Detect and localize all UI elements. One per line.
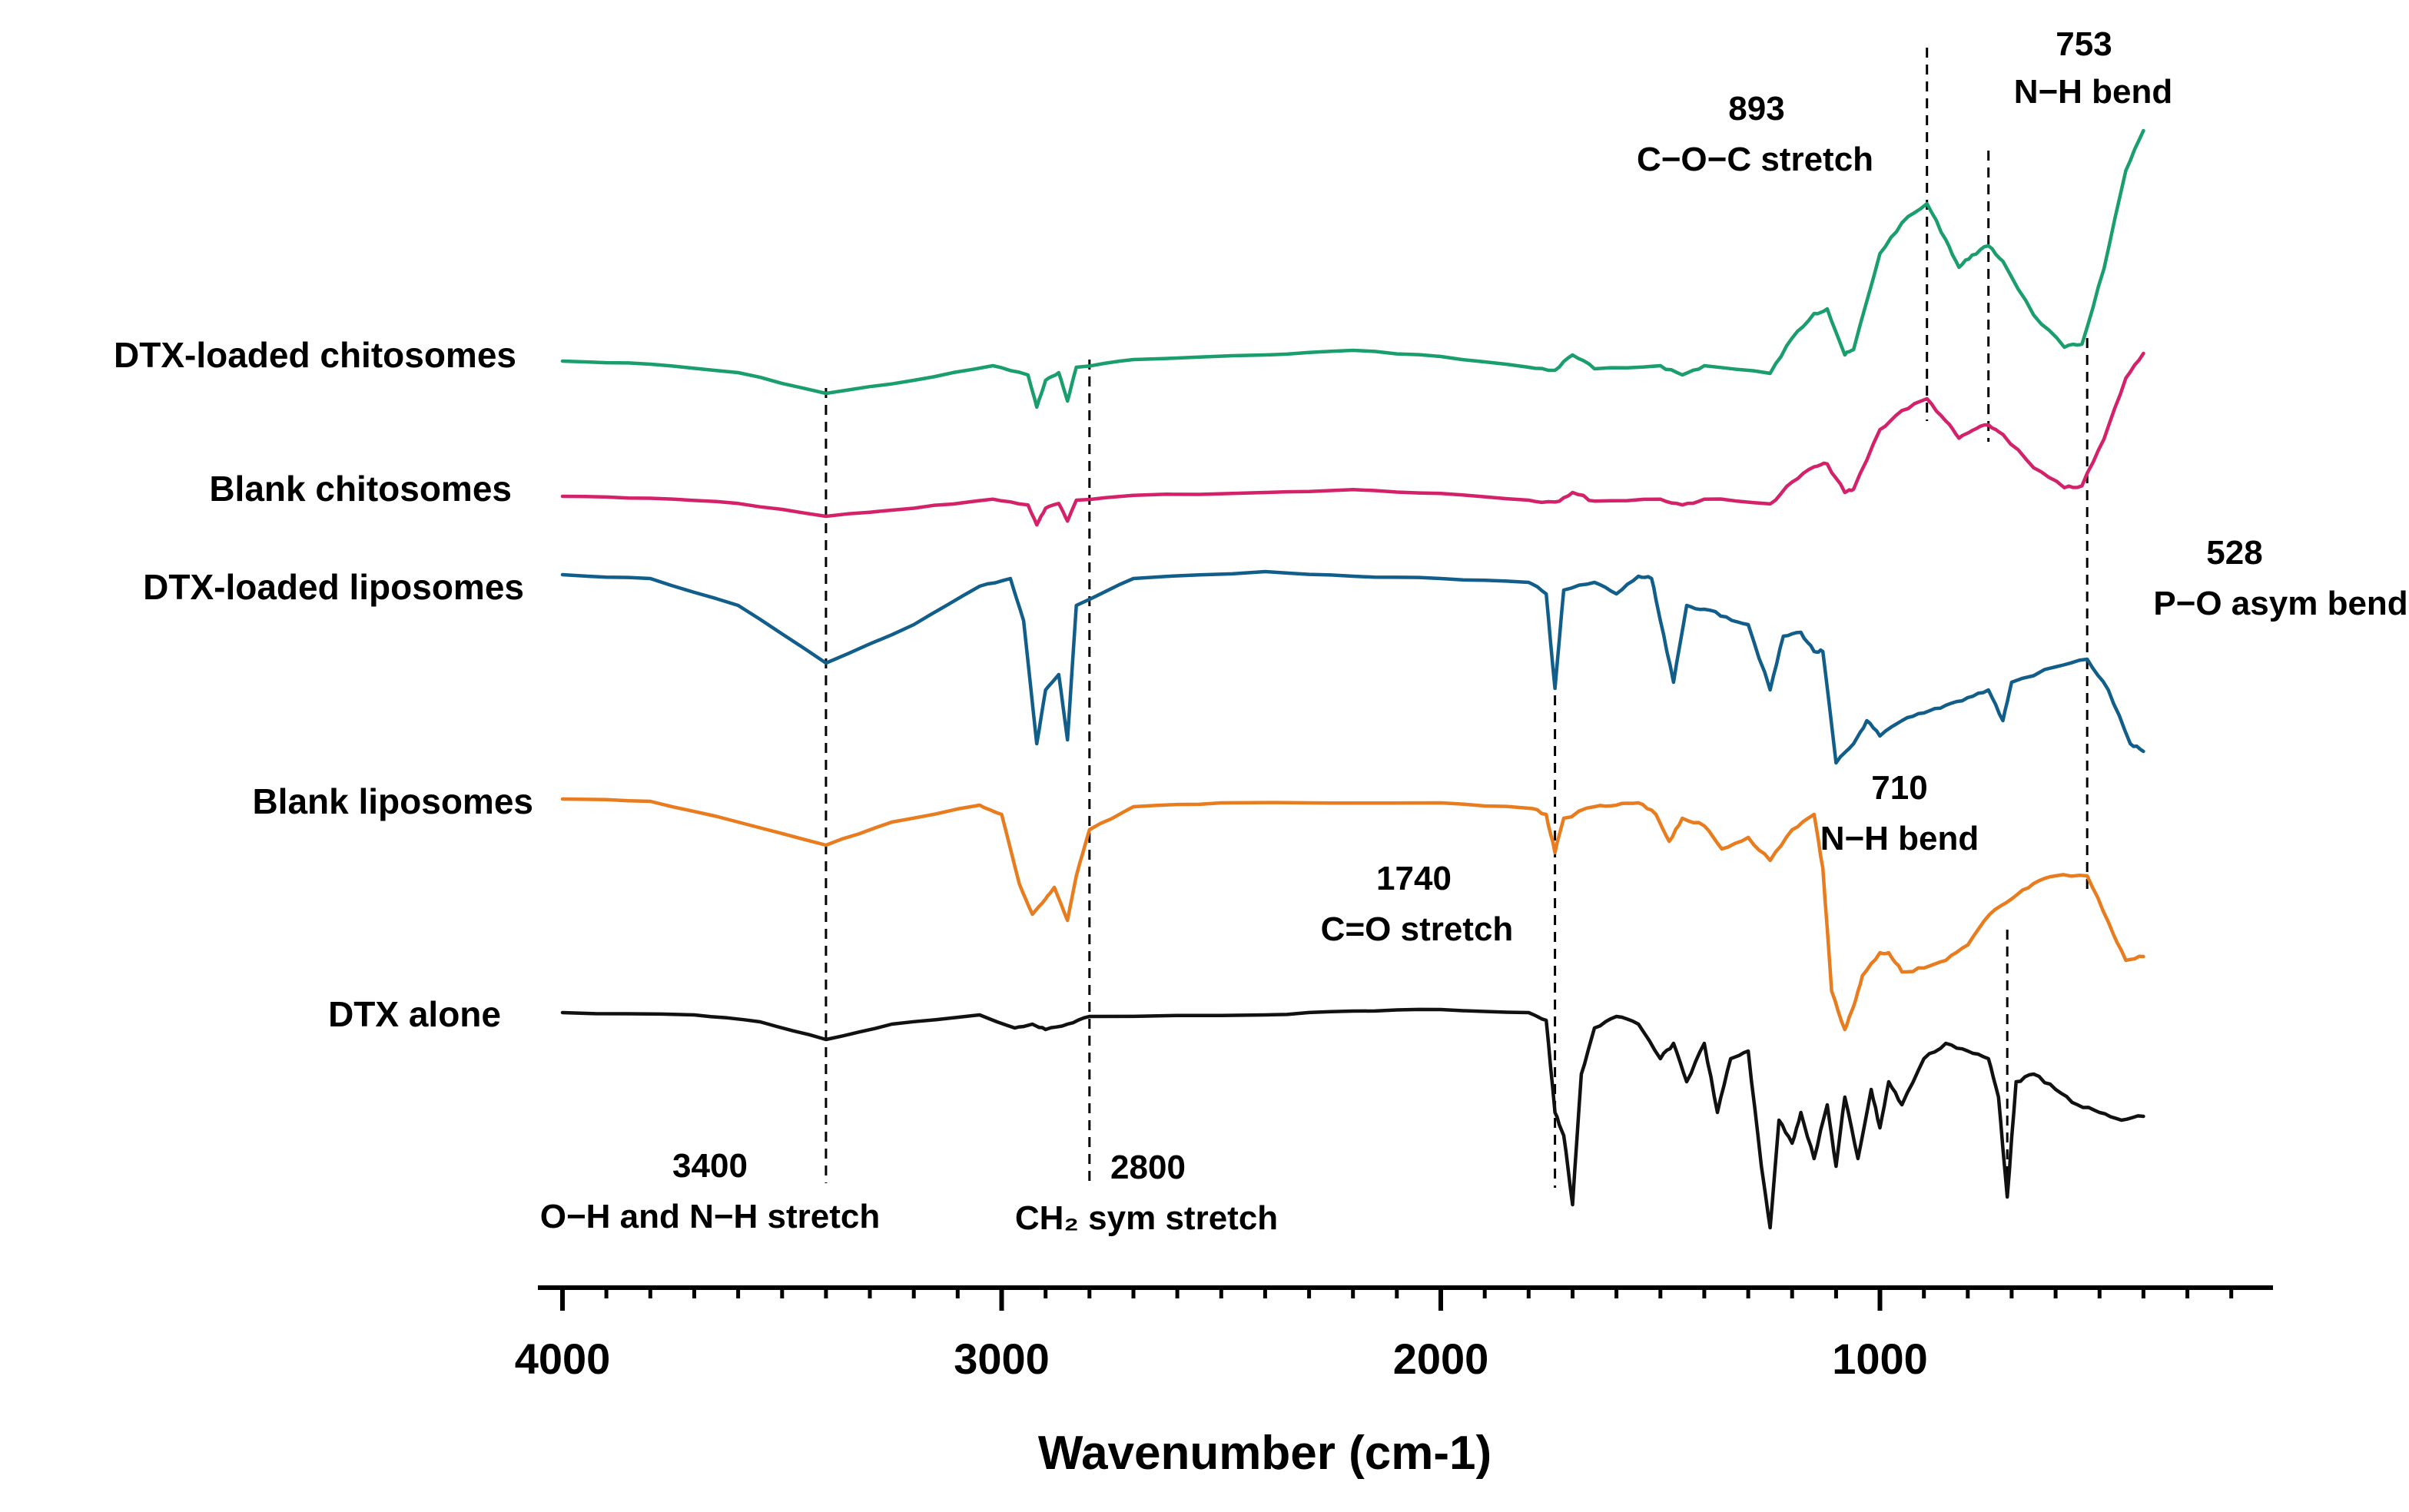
tick-label-1000: 1000 [1832, 1335, 1928, 1383]
annotation-893-value: 893 [1728, 90, 1784, 128]
x-axis: 4000 3000 2000 1000 Wavenumber (cm-1) [515, 1285, 2273, 1480]
annotation-753-value: 753 [2056, 25, 2112, 63]
annotation-710-value: 710 [1871, 769, 1927, 807]
trace-dtx-loaded-liposomes [560, 569, 2145, 765]
annotation-2800-label: CH₂ sym stretch [1015, 1199, 1278, 1237]
annotation-3400-value: 3400 [672, 1147, 748, 1185]
trace-dtx-alone [560, 1007, 2145, 1230]
reference-lines [825, 48, 2089, 1188]
spectra-traces [560, 128, 2145, 1230]
series-label-dtx-loaded-liposomes: DTX-loaded liposomes [143, 567, 524, 607]
tick-label-4000: 4000 [515, 1335, 611, 1383]
annotation-3400-label: O−H and N−H stretch [540, 1198, 881, 1235]
tick-label-3000: 3000 [954, 1335, 1050, 1383]
annotation-753-label: N−H bend [2014, 73, 2173, 111]
x-axis-ticks [560, 1288, 2234, 1311]
trace-blank-liposomes [560, 797, 2145, 1032]
series-label-dtx-alone: DTX alone [328, 994, 501, 1034]
annotation-1740-label: C=O stretch [1321, 910, 1514, 948]
annotation-710-label: N−H bend [1820, 820, 1979, 857]
x-axis-title: Wavenumber (cm-1) [1038, 1427, 1492, 1480]
annotation-528-value: 528 [2206, 534, 2262, 572]
annotation-528-label: P−O asym bend [2153, 585, 2407, 622]
series-label-blank-chitosomes: Blank chitosomes [209, 469, 512, 509]
annotation-2800-value: 2800 [1110, 1149, 1186, 1186]
trace-blank-chitosomes [560, 351, 2145, 527]
series-labels: DTX-loaded chitosomes Blank chitosomes D… [114, 335, 533, 1034]
peak-annotations: 3400 O−H and N−H stretch 2800 CH₂ sym st… [540, 25, 2408, 1237]
series-label-blank-liposomes: Blank liposomes [252, 781, 533, 821]
annotation-1740-value: 1740 [1376, 860, 1452, 897]
x-axis-tick-labels: 4000 3000 2000 1000 [515, 1335, 1928, 1383]
annotation-893-label: C−O−C stretch [1637, 141, 1873, 178]
tick-label-2000: 2000 [1393, 1335, 1489, 1383]
series-label-dtx-loaded-chitosomes: DTX-loaded chitosomes [114, 335, 516, 375]
trace-dtx-loaded-chitosomes [560, 128, 2145, 410]
